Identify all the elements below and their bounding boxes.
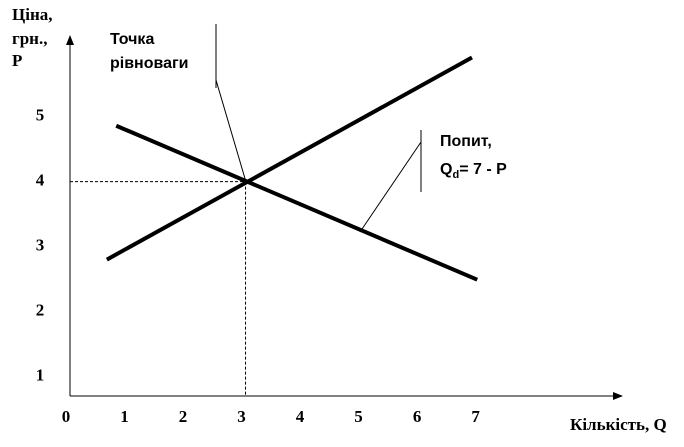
annotation-pointer <box>359 141 422 233</box>
x-axis-label: Кількість, Q <box>570 415 667 434</box>
x-tick-label: 2 <box>179 407 188 426</box>
x-tick-label: 6 <box>413 407 422 426</box>
x-tick-label: 1 <box>120 407 129 426</box>
x-tick-label: 4 <box>296 407 305 426</box>
y-axis-label: P <box>12 51 22 70</box>
annotation: Точка <box>110 31 154 48</box>
y-axis-label: Ціна, <box>12 5 53 24</box>
series-line <box>105 55 473 262</box>
x-tick-label: 3 <box>237 407 246 426</box>
x-tick-label: 0 <box>62 407 71 426</box>
series-line <box>115 123 479 282</box>
annotation-pointer <box>215 79 247 183</box>
y-tick-label: 5 <box>36 106 45 125</box>
y-tick-label: 4 <box>36 171 45 190</box>
y-tick-label: 1 <box>36 365 45 384</box>
x-tick-label: 5 <box>354 407 363 426</box>
annotation: Попит, <box>440 133 492 150</box>
annotation: Qd= 7 - P <box>440 161 507 181</box>
x-tick-label: 7 <box>471 407 480 426</box>
annotation: рівноваги <box>110 55 189 72</box>
y-axis-label: грн., <box>12 29 47 48</box>
y-tick-label: 2 <box>36 300 45 319</box>
y-tick-label: 3 <box>36 235 45 254</box>
